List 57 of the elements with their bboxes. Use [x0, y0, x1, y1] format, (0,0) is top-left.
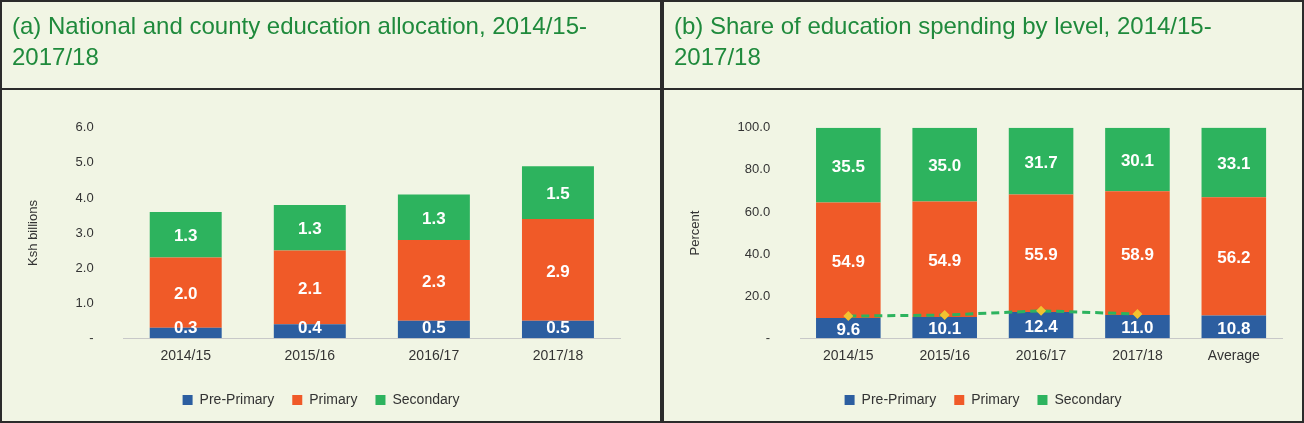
data-label: 2.1: [297, 279, 322, 299]
data-label: 10.1: [928, 319, 962, 339]
x-tick-label: 2014/15: [823, 347, 874, 364]
y-tick-label: 80.0: [744, 161, 771, 177]
x-tick-label: 2015/16: [284, 347, 336, 364]
data-label: 58.9: [1120, 244, 1154, 264]
legend-label: Pre-Primary: [199, 390, 275, 407]
data-label: 9.6: [836, 319, 861, 339]
legend-label: Secondary: [392, 390, 460, 407]
data-label: 30.1: [1120, 151, 1154, 171]
data-label: 2.9: [546, 261, 570, 281]
data-label: 10.8: [1217, 318, 1251, 338]
data-label: 31.7: [1024, 152, 1058, 172]
y-axis-title: Ksh billions: [25, 199, 41, 266]
x-tick-label: 2017/18: [532, 347, 584, 364]
y-tick-label: 1.0: [75, 294, 94, 310]
data-label: 0.5: [546, 317, 570, 337]
data-label: 54.9: [928, 250, 962, 270]
data-label: 35.5: [831, 156, 865, 176]
y-tick-label: 2.0: [75, 259, 94, 275]
y-tick-label: 100.0: [737, 119, 771, 135]
y-tick-label: -: [89, 329, 94, 345]
x-tick-label: 2017/18: [1112, 347, 1163, 364]
data-label: 35.0: [928, 156, 962, 176]
legend-label: Pre-Primary: [861, 390, 937, 407]
y-tick-label: 60.0: [744, 203, 771, 219]
y-tick-label: -: [765, 329, 771, 345]
y-tick-label: 4.0: [75, 189, 94, 205]
data-label: 11.0: [1121, 318, 1154, 338]
data-label: 1.5: [546, 184, 570, 204]
legend-label: Secondary: [1054, 390, 1122, 407]
y-tick-label: 6.0: [75, 119, 94, 135]
data-label: 2.0: [173, 284, 198, 304]
y-tick-label: 5.0: [75, 154, 94, 170]
x-tick-label: 2015/16: [919, 347, 971, 364]
data-label: 12.4: [1024, 316, 1059, 336]
x-tick-label: 2016/17: [1015, 347, 1067, 364]
legend-label: Primary: [309, 390, 358, 407]
data-label: 1.3: [422, 208, 446, 228]
data-label: 1.3: [173, 226, 198, 246]
data-label: 0.5: [422, 317, 446, 337]
data-label: 55.9: [1024, 244, 1058, 264]
data-label: 54.9: [831, 251, 865, 271]
y-axis-title: Percent: [687, 210, 703, 256]
chart-title: (b) Share of education spending by level, 2014/15-2017/18: [664, 2, 1302, 90]
data-label: 1.3: [297, 219, 322, 239]
y-tick-label: 40.0: [744, 245, 771, 261]
y-tick-label: 3.0: [75, 224, 94, 240]
data-label: 33.1: [1217, 154, 1251, 174]
x-tick-label: 2016/17: [408, 347, 460, 364]
y-tick-label: 20.0: [744, 287, 771, 303]
data-label: 2.3: [422, 272, 446, 292]
legend-label: Primary: [971, 390, 1020, 407]
data-label: 56.2: [1217, 248, 1251, 268]
chart-title: (a) National and county education allocation, 2014/15-2017/18: [2, 2, 660, 90]
x-tick-label: 2014/15: [160, 347, 212, 364]
x-tick-label: Average: [1207, 347, 1260, 364]
